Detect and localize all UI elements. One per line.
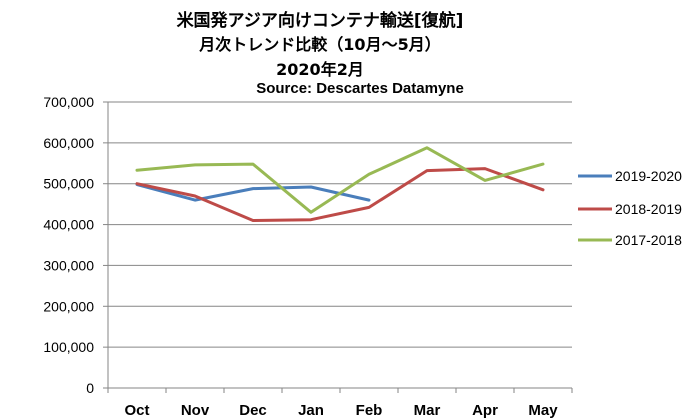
legend-label: 2018-2019 — [615, 201, 682, 217]
y-tick-label: 400,000 — [43, 217, 94, 233]
x-tick-label: Nov — [181, 402, 210, 419]
y-tick-label: 300,000 — [43, 257, 94, 273]
series-line-2018-2019 — [135, 167, 545, 222]
legend-label: 2019-2020 — [615, 168, 682, 184]
x-tick-label: Feb — [356, 402, 383, 419]
x-tick-label: Jan — [298, 402, 324, 419]
series-line-2019-2020 — [135, 183, 371, 202]
x-tick-label: Mar — [414, 402, 441, 419]
chart-subtitle: 月次トレンド比較（10月～5月） — [199, 35, 441, 54]
series-line-2017-2018 — [135, 146, 545, 214]
y-tick-label: 500,000 — [43, 176, 94, 192]
y-tick-label: 100,000 — [43, 339, 94, 355]
y-tick-label: 200,000 — [43, 298, 94, 314]
x-tick-label: Oct — [124, 402, 149, 419]
chart-title: 米国発アジア向けコンテナ輸送[復航] — [176, 11, 464, 31]
chart-source: Source: Descartes Datamyne — [256, 80, 464, 97]
y-tick-label: 700,000 — [43, 94, 94, 110]
legend-label: 2017-2018 — [615, 232, 682, 248]
x-tick-label: May — [528, 402, 558, 419]
x-tick-label: Dec — [239, 402, 267, 419]
x-tick-label: Apr — [472, 402, 498, 419]
y-tick-label: 0 — [86, 380, 94, 396]
y-tick-label: 600,000 — [43, 135, 94, 151]
chart-date-label: 2020年2月 — [276, 60, 364, 79]
